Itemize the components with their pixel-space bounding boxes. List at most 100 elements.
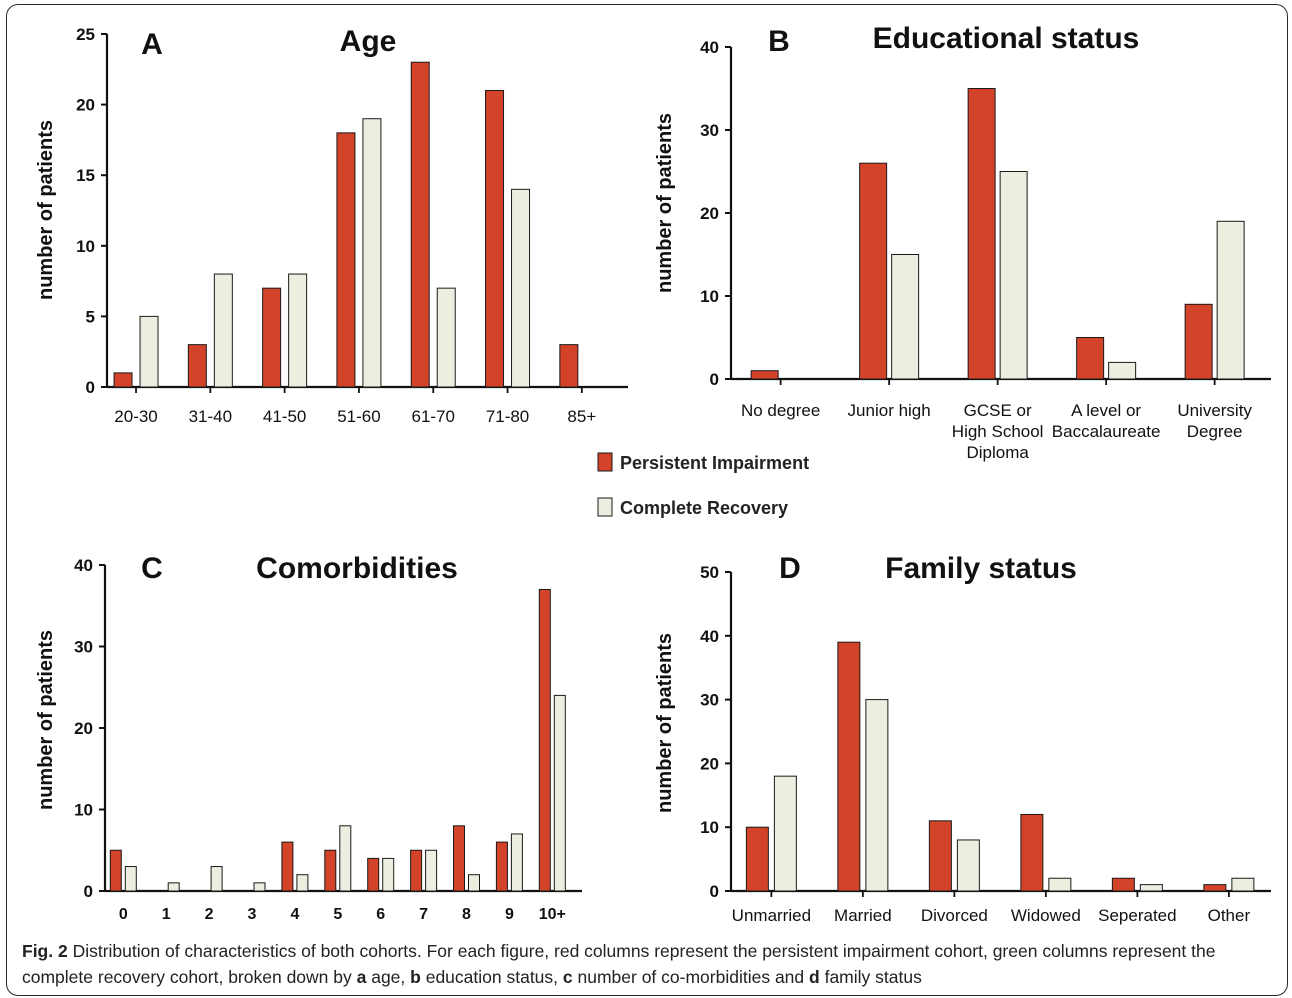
y-tick-label: 25 <box>76 25 95 44</box>
x-tick-label-line: 61-70 <box>411 407 454 426</box>
bar-recovery <box>382 857 395 892</box>
x-tick-label: Seperated <box>1098 906 1176 925</box>
bar-recovery <box>1216 220 1245 380</box>
bar-persistent <box>745 826 769 892</box>
bar-persistent <box>750 370 779 380</box>
bar-recovery <box>865 699 889 892</box>
caption-text-d: family status <box>819 967 922 987</box>
panel-letter: D <box>779 552 801 585</box>
x-tick-label: 0 <box>119 906 128 923</box>
x-tick-label: No degree <box>741 401 820 420</box>
x-tick-label-line: High School <box>952 422 1044 441</box>
x-tick-label: 5 <box>333 906 342 923</box>
bar-persistent <box>495 841 508 892</box>
chart-title: Comorbidities <box>256 552 458 585</box>
bar-persistent <box>485 89 505 388</box>
x-tick-label-line: 9 <box>505 906 514 923</box>
bar-recovery <box>425 849 438 892</box>
y-tick-label: 5 <box>86 307 95 326</box>
caption-key-d: d <box>809 967 820 987</box>
x-tick-label-line: Divorced <box>921 906 988 925</box>
legend-label-recovery: Complete Recovery <box>620 498 788 518</box>
bar-persistent <box>538 588 551 892</box>
x-tick-label-line: 51-60 <box>337 407 380 426</box>
chart-panel-a: A Age number of patients 0 5 10 15 20 25 20-30 31-… <box>35 25 628 426</box>
x-tick-label-line: Seperated <box>1098 906 1176 925</box>
figure-frame <box>6 4 1288 996</box>
chart-title: Educational status <box>873 22 1140 55</box>
y-tick-label: 20 <box>700 754 719 773</box>
bar-persistent <box>281 841 294 892</box>
x-tick-label: Unmarried <box>732 906 811 925</box>
x-tick-label: 8 <box>462 906 471 923</box>
x-tick-label: Married <box>834 906 892 925</box>
legend-label-persistent: Persistent Impairment <box>620 453 809 473</box>
x-tick-label: Other <box>1208 906 1251 925</box>
y-axis-label: number of patients <box>35 120 57 300</box>
y-tick-label: 30 <box>700 691 719 710</box>
bar-recovery <box>773 775 797 892</box>
bar-recovery <box>1048 877 1072 892</box>
x-tick-label-line: 31-40 <box>189 407 232 426</box>
caption-key-a: a <box>356 967 367 987</box>
x-tick-label: Junior high <box>848 401 931 420</box>
y-tick-label: 0 <box>86 378 95 397</box>
bar-persistent <box>262 287 282 388</box>
panel-letter: B <box>768 25 790 58</box>
caption-text-b: education status, <box>420 967 563 987</box>
chart-panel-b: B Educational status number of patients 0 10… <box>654 22 1271 462</box>
bar-persistent <box>559 344 579 388</box>
x-tick-label-line: 8 <box>462 906 471 923</box>
x-tick-label: GCSE or High School Diploma <box>952 401 1044 462</box>
bar-recovery <box>891 254 920 380</box>
x-tick-label-line: Degree <box>1187 422 1243 441</box>
bar-recovery <box>210 866 223 892</box>
y-tick-label: 30 <box>74 638 93 657</box>
bar-recovery <box>553 694 566 892</box>
x-tick-label-line: Married <box>834 906 892 925</box>
y-tick-label: 15 <box>76 166 95 185</box>
y-tick-label: 0 <box>84 882 93 901</box>
x-tick-label-line: 41-50 <box>263 407 306 426</box>
figure-caption: Fig. 2 Distribution of characteristics o… <box>22 938 1272 990</box>
x-tick-label: 61-70 <box>411 407 454 426</box>
x-tick-label-line: 4 <box>290 906 299 923</box>
x-tick-label: A level or Baccalaureate <box>1052 401 1161 441</box>
y-tick-label: 40 <box>700 627 719 646</box>
legend: Persistent Impairment Complete Recovery <box>597 452 809 518</box>
bar-persistent <box>1203 884 1227 892</box>
caption-text-a: age, <box>366 967 411 987</box>
x-tick-label: 7 <box>419 906 428 923</box>
x-tick-label-line: Other <box>1208 906 1251 925</box>
x-tick-label: 31-40 <box>189 407 232 426</box>
bar-recovery <box>139 315 159 388</box>
bar-persistent <box>928 820 952 892</box>
x-tick-label: 85+ <box>567 407 596 426</box>
y-tick-label: 10 <box>700 818 719 837</box>
y-axis-label: number of patients <box>35 630 57 810</box>
x-tick-label: University Degree <box>1177 401 1252 441</box>
x-tick-label-line: 0 <box>119 906 128 923</box>
bar-recovery <box>288 273 308 388</box>
panel-letter: C <box>141 552 163 585</box>
x-tick-label: 1 <box>162 906 171 923</box>
y-tick-label: 30 <box>700 121 719 140</box>
x-tick-label-line: 5 <box>333 906 342 923</box>
caption-key-b: b <box>410 967 421 987</box>
x-tick-label-line: 85+ <box>567 407 596 426</box>
x-tick-label: 10+ <box>539 906 566 923</box>
bar-recovery <box>999 171 1028 380</box>
bar-persistent <box>1020 813 1044 892</box>
y-tick-label: 40 <box>74 556 93 575</box>
bar-persistent <box>109 849 122 892</box>
chart-panel-d: D Family status number of patients 0 10 20 30 4… <box>654 552 1271 925</box>
chart-title: Family status <box>885 552 1077 585</box>
x-tick-label-line: 20-30 <box>114 407 157 426</box>
x-tick-label-line: 1 <box>162 906 171 923</box>
bar-recovery <box>167 882 180 892</box>
legend-swatch-recovery <box>597 497 613 517</box>
y-tick-label: 0 <box>710 370 719 389</box>
x-tick-label: 6 <box>376 906 385 923</box>
